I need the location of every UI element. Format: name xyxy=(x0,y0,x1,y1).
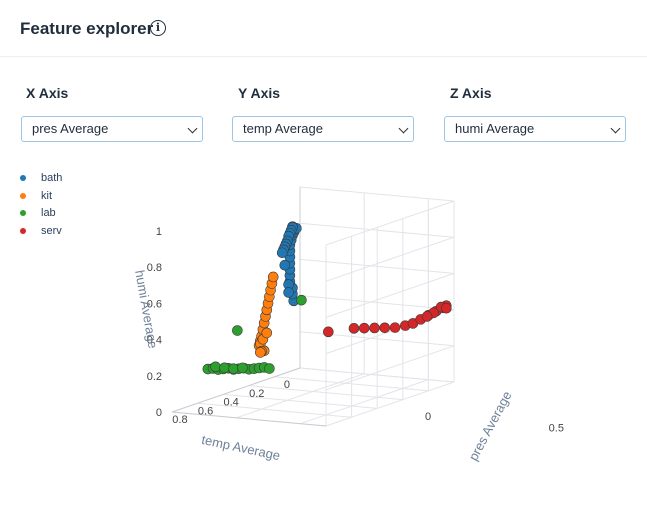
data-point-lab xyxy=(264,363,275,374)
data-point-bath xyxy=(276,247,288,259)
y-tick-label: 0.2 xyxy=(249,388,264,400)
info-icon[interactable]: i xyxy=(150,20,166,36)
data-point-kit xyxy=(255,347,266,358)
x-axis-title: pres Average xyxy=(465,389,514,463)
legend-label: bath xyxy=(41,172,63,184)
y-tick-label: 0.4 xyxy=(224,397,239,409)
legend-marker xyxy=(20,175,26,181)
x-axis-select[interactable]: pres Average xyxy=(21,116,203,142)
grid-line xyxy=(223,393,378,409)
data-point-serv xyxy=(421,311,433,322)
data-point-serv xyxy=(369,322,380,334)
y-axis-line xyxy=(171,367,301,413)
y-axis-select[interactable]: temp Average xyxy=(232,116,414,142)
z-tick-label: 0.4 xyxy=(147,335,162,347)
x-axis-line xyxy=(171,411,327,427)
y-tick-label: 0.6 xyxy=(198,405,213,417)
data-point-lab xyxy=(228,363,239,375)
z-tick-label: 0.2 xyxy=(147,371,162,383)
plot-ticks: 0 0.2 0.4 0.6 0.8 1 0 0.2 0.4 0.6 0.8 0 0.5 xyxy=(147,226,564,435)
panel-header: Feature explorer i xyxy=(0,0,647,57)
data-point-serv xyxy=(323,326,334,338)
z-tick-label: 0.8 xyxy=(147,262,162,274)
y-axis-title: temp Average xyxy=(200,432,281,463)
z-tick-label: 1 xyxy=(156,226,162,238)
data-point-bath xyxy=(283,287,294,298)
data-point-serv xyxy=(441,302,452,314)
data-point-serv xyxy=(379,322,391,334)
data-point-serv xyxy=(358,322,370,334)
z-tick-label: 0 xyxy=(156,407,162,419)
grid-line xyxy=(325,200,455,246)
plot-points xyxy=(202,221,452,375)
grid-line xyxy=(299,295,455,311)
z-axis-label: Z Axis xyxy=(450,85,492,101)
grid-line xyxy=(299,222,455,238)
grid-line xyxy=(325,236,455,282)
grid-line xyxy=(325,381,455,427)
data-point-serv xyxy=(389,322,401,333)
data-point-serv xyxy=(348,323,360,334)
data-point-lab xyxy=(219,362,230,374)
legend-label: lab xyxy=(41,207,56,219)
y-tick-label: 0 xyxy=(284,379,290,391)
y-axis-select-value: temp Average xyxy=(243,121,323,136)
x-tick-label: 0.5 xyxy=(549,423,564,435)
x-axis-select-value: pres Average xyxy=(32,121,109,136)
z-axis-select[interactable]: humi Average xyxy=(444,116,626,142)
x-axis-label: X Axis xyxy=(26,85,69,101)
data-point-lab xyxy=(210,361,221,373)
data-point-kit xyxy=(267,271,279,283)
data-point-lab xyxy=(232,325,243,336)
legend-marker xyxy=(20,192,26,199)
data-point-lab xyxy=(296,294,307,306)
legend-marker xyxy=(20,227,26,234)
grid-line xyxy=(236,373,365,419)
grid-line xyxy=(300,379,429,425)
grid-line xyxy=(248,385,403,401)
plot-grid xyxy=(171,186,455,427)
data-point-lab xyxy=(237,362,248,374)
z-tick-label: 0.6 xyxy=(147,298,162,310)
grid-line xyxy=(325,272,455,318)
grid-line xyxy=(299,258,455,274)
grid-line xyxy=(325,345,455,391)
legend-label: kit xyxy=(41,189,52,202)
x-tick-label: 0 xyxy=(425,411,431,423)
y-axis-label: Y Axis xyxy=(238,85,281,101)
page-title: Feature explorer xyxy=(20,19,154,38)
data-point-bath xyxy=(279,259,291,271)
grid-line xyxy=(299,367,455,383)
y-tick-label: 0.8 xyxy=(172,414,187,426)
legend-marker xyxy=(20,210,26,216)
data-point-kit xyxy=(261,327,273,339)
grid-line xyxy=(274,376,429,392)
grid-line xyxy=(197,402,352,418)
grid-line xyxy=(299,186,455,202)
z-axis-select-value: humi Average xyxy=(455,121,535,136)
legend-label: serv xyxy=(41,224,62,237)
